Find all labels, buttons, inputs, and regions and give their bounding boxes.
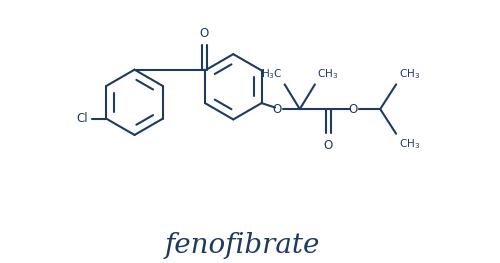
Text: fenofibrate: fenofibrate bbox=[164, 232, 320, 259]
Text: CH$_3$: CH$_3$ bbox=[398, 137, 419, 151]
Text: H$_3$C: H$_3$C bbox=[260, 67, 282, 81]
Text: O: O bbox=[200, 27, 209, 40]
Text: CH$_3$: CH$_3$ bbox=[398, 67, 419, 81]
Text: CH$_3$: CH$_3$ bbox=[317, 67, 338, 81]
Text: O: O bbox=[324, 139, 333, 151]
Text: O: O bbox=[272, 103, 281, 115]
Text: O: O bbox=[348, 103, 358, 115]
Text: Cl: Cl bbox=[76, 112, 88, 125]
